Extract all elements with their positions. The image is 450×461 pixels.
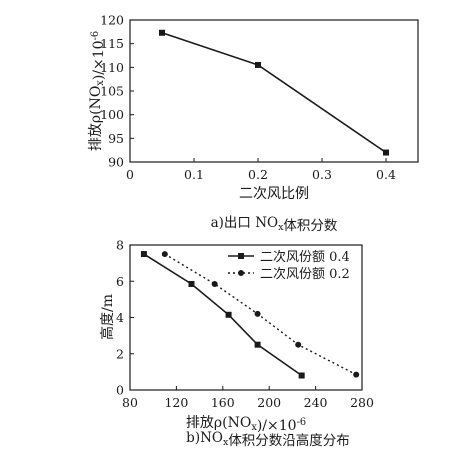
series-1-point [298, 372, 305, 379]
series-1-point [188, 280, 195, 287]
panel-caption: b)NOx体积分数沿高度分布 [186, 430, 350, 449]
y-tick-label: 2 [116, 346, 124, 361]
series-2-point [295, 341, 302, 348]
series-line-1 [161, 32, 387, 154]
x-axis-label: 排放ρ(NOx)/×10-6 [186, 415, 306, 434]
x-tick-label: 120 [164, 395, 188, 410]
x-tick-label: 0.2 [248, 167, 268, 182]
x-tick-label: 0 [126, 167, 134, 182]
series-2-point [211, 280, 218, 287]
x-tick-label: 280 [350, 395, 374, 410]
y-tick-label: 120 [100, 13, 124, 28]
legend-label-2: 二次风份额 0.2 [260, 266, 350, 282]
series-2-point [254, 310, 261, 317]
y-tick-label: 6 [116, 274, 124, 289]
series-1-point [255, 61, 261, 68]
y-tick-label: 8 [116, 238, 124, 253]
y-tick-label: 4 [116, 310, 124, 325]
x-tick-label: 160 [211, 395, 235, 410]
series-1-point [159, 29, 165, 36]
series-2-point [161, 251, 168, 258]
plot-frame [129, 19, 419, 163]
x-tick-label: 0.4 [376, 167, 396, 182]
x-tick-label: 200 [257, 395, 281, 410]
y-axis-label: 高度/m [99, 294, 116, 340]
x-tick-label: 0.1 [184, 167, 204, 182]
legend-marker-2 [238, 270, 244, 276]
chart-panel-a: 0 0.1 0.2 0.3 0.4 90 95 100 105 110 115 120 二次风比例 排放ρ… [88, 13, 419, 234]
x-axis-label: 二次风比例 [239, 186, 309, 202]
legend-label-1: 二次风份额 0.4 [260, 249, 350, 265]
y-tick-label: 110 [100, 60, 124, 75]
series-1-point [225, 311, 232, 318]
y-tick-label: 0 [116, 383, 124, 398]
y-tick-label: 90 [108, 155, 124, 170]
y-tick-label: 105 [100, 84, 124, 99]
y-tick-label: 95 [108, 131, 124, 146]
x-tick-label: 0.3 [312, 167, 332, 182]
panel-caption: a)出口 NOx体积分数 [211, 215, 338, 234]
x-tick-label: 80 [122, 395, 138, 410]
legend-marker-1 [238, 253, 244, 259]
x-tick-label: 240 [304, 395, 328, 410]
series-1-point [254, 341, 261, 348]
y-axis-label: 排放ρ(NOx)/×10-6 [88, 31, 107, 151]
chart-panel-b: 80 120 160 200 240 280 0 2 4 6 8 排放ρ(NOx)/×10-6 高度/m… [99, 238, 374, 450]
series-1-point [140, 251, 147, 258]
series-1-point [383, 149, 389, 156]
y-tick-label: 100 [100, 107, 124, 122]
y-tick-label: 115 [100, 36, 124, 51]
series-2-point [353, 371, 360, 378]
